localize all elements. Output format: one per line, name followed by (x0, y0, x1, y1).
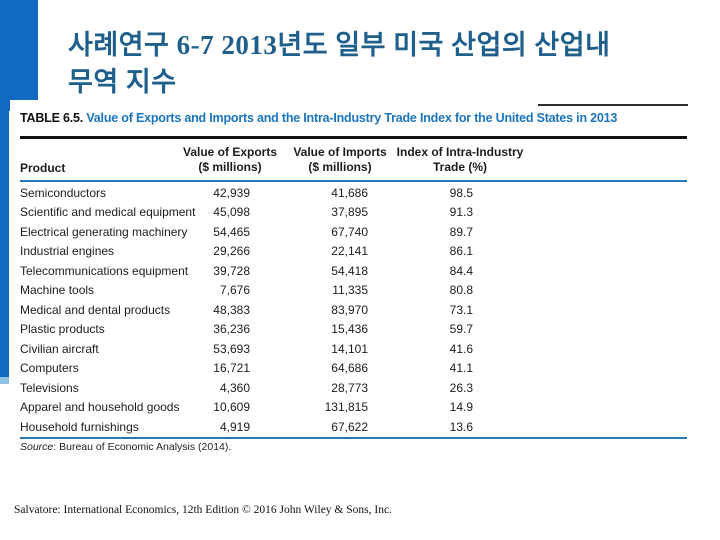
value-cell: 84.4 (449, 263, 473, 278)
value-cell: 14,101 (331, 341, 368, 356)
column-header-imports-line2: ($ millions) (308, 160, 372, 174)
table-row: Telecommunications equipment 39,728 54,418… (20, 261, 687, 281)
product-cell: Apparel and household goods (20, 400, 180, 415)
table-row: Machine tools 7,676 11,335 80.8 (20, 281, 687, 301)
value-cell: 86.1 (449, 244, 473, 259)
table-row: Electrical generating machinery 54,465 67,… (20, 222, 687, 242)
product-cell: Semiconductors (20, 185, 107, 200)
product-cell: Plastic products (20, 322, 105, 337)
value-cell: 16,721 (213, 361, 250, 376)
left-accent-strip-tail (0, 377, 9, 384)
product-cell: Telecommunications equipment (20, 263, 189, 278)
value-cell: 67,622 (331, 419, 368, 434)
table-bottom-rule (20, 436, 687, 439)
table-row: Civilian aircraft 53,693 14,101 41.6 (20, 339, 687, 359)
value-cell: 28,773 (331, 380, 368, 395)
value-cell: 64,686 (331, 361, 368, 376)
table-header-rule (20, 180, 687, 182)
column-header-imports: Value of Imports ($ millions) (265, 145, 415, 175)
column-header-imports-line1: Value of Imports (293, 145, 387, 159)
value-cell: 4,919 (219, 419, 250, 434)
table-source-text: : Bureau of Economic Analysis (2014). (53, 441, 232, 453)
value-cell: 131,815 (324, 400, 368, 415)
column-header-index-line1: Index of Intra-Industry (396, 145, 524, 159)
value-cell: 98.5 (449, 185, 473, 200)
table-caption-title: Value of Exports and Imports and the Int… (86, 111, 618, 125)
table-row: Plastic products 36,236 15,436 59.7 (20, 320, 687, 340)
product-cell: Industrial engines (20, 244, 115, 259)
product-cell: Scientific and medical equipment (20, 205, 196, 220)
value-cell: 41.1 (449, 361, 473, 376)
value-cell: 91.3 (449, 205, 473, 220)
table-top-rule (20, 136, 687, 139)
value-cell: 48,383 (213, 302, 250, 317)
table-row: Apparel and household goods 10,609 131,815… (20, 398, 687, 418)
left-accent-block (0, 0, 38, 111)
value-cell: 53,693 (213, 341, 250, 356)
value-cell: 13.6 (449, 419, 473, 434)
value-cell: 10,609 (213, 400, 250, 415)
column-header-exports-line1: Value of Exports (182, 145, 278, 159)
value-cell: 80.8 (449, 283, 473, 298)
slide-title-line1: 사례연구 6-7 2013년도 일부 미국 산업의 산업내 (68, 30, 611, 60)
table-row: Household furnishings 4,919 67,622 13.6 (20, 417, 687, 437)
value-cell: 4,360 (219, 380, 250, 395)
slide-title: 사례연구 6-7 2013년도 일부 미국 산업의 산업내 무역 지수 (68, 27, 698, 101)
column-header-index: Index of Intra-Industry Trade (%) (375, 145, 545, 175)
value-cell: 83,970 (331, 302, 368, 317)
value-cell: 42,939 (213, 185, 250, 200)
value-cell: 26.3 (449, 380, 473, 395)
value-cell: 7,676 (219, 283, 250, 298)
value-cell: 41,686 (331, 185, 368, 200)
table-source-label: Source (20, 441, 54, 453)
product-cell: Computers (20, 361, 79, 376)
value-cell: 36,236 (213, 322, 250, 337)
table-row: Scientific and medical equipment 45,098 37… (20, 203, 687, 223)
left-accent-strip (0, 0, 9, 377)
value-cell: 29,266 (213, 244, 250, 259)
table-row: Industrial engines 29,266 22,141 86.1 (20, 242, 687, 262)
value-cell: 37,895 (331, 205, 368, 220)
value-cell: 45,098 (213, 205, 250, 220)
product-cell: Civilian aircraft (20, 341, 99, 356)
product-cell: Medical and dental products (20, 302, 171, 317)
copyright-footer: Salvatore: International Economics, 12th… (14, 504, 392, 516)
value-cell: 73.1 (449, 302, 473, 317)
table-row: Televisions 4,360 28,773 26.3 (20, 378, 687, 398)
column-header-product: Product (20, 161, 66, 175)
table-row: Medical and dental products 48,383 83,970 7… (20, 300, 687, 320)
table-caption-label: TABLE 6.5. (20, 111, 84, 125)
table-row: Semiconductors 42,939 41,686 98.5 (20, 183, 687, 203)
product-cell: Electrical generating machinery (20, 224, 188, 239)
table-figure: TABLE 6.5. Value of Exports and Imports … (10, 100, 697, 460)
value-cell: 15,436 (331, 322, 368, 337)
column-header-index-line2: Trade (%) (432, 160, 487, 174)
product-cell: Televisions (20, 380, 79, 395)
table-row: Computers 16,721 64,686 41.1 (20, 359, 687, 379)
value-cell: 54,465 (213, 224, 250, 239)
slide-title-line2: 무역 지수 (68, 67, 177, 97)
value-cell: 41.6 (449, 341, 473, 356)
value-cell: 22,141 (331, 244, 368, 259)
value-cell: 54,418 (331, 263, 368, 278)
table-source: Source: Bureau of Economic Analysis (201… (20, 441, 231, 453)
product-cell: Machine tools (20, 283, 95, 298)
table-body: Semiconductors 42,939 41,686 98.5 Scientific… (20, 183, 687, 437)
column-header-exports-line2: ($ millions) (198, 160, 262, 174)
value-cell: 11,335 (332, 283, 368, 298)
column-header-exports: Value of Exports ($ millions) (150, 145, 310, 175)
top-right-rule (538, 104, 688, 106)
product-cell: Household furnishings (20, 419, 139, 434)
table-caption: TABLE 6.5. Value of Exports and Imports … (20, 111, 697, 125)
value-cell: 59.7 (449, 322, 473, 337)
value-cell: 39,728 (213, 263, 250, 278)
value-cell: 89.7 (449, 224, 473, 239)
value-cell: 67,740 (331, 224, 368, 239)
value-cell: 14.9 (449, 400, 473, 415)
